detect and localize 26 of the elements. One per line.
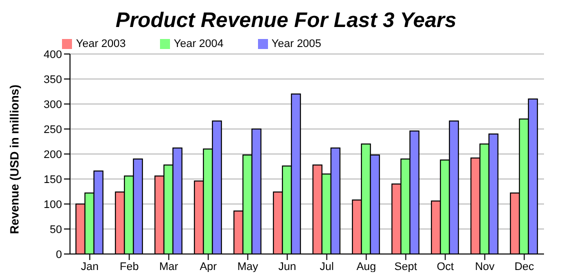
y-tick-label: 300 — [44, 98, 62, 111]
y-tick-label: 400 — [44, 48, 62, 61]
legend-label: Year 2004 — [174, 38, 224, 50]
x-tick-label: Nov — [474, 260, 496, 273]
chart-title: Product Revenue For Last 3 Years — [114, 8, 458, 34]
x-tick-label: Dec — [514, 260, 535, 273]
y-tick-label: 50 — [50, 224, 62, 236]
y-tick-label: 200 — [44, 148, 62, 161]
x-tick-label: Mar — [159, 260, 179, 273]
x-tick-label: Feb — [120, 260, 139, 273]
y-axis-title: Revenue (USD in millions) — [7, 84, 22, 234]
y-tick-label: 350 — [44, 74, 62, 86]
x-tick-label: Apr — [200, 260, 218, 273]
y-tick-label: 150 — [44, 174, 62, 186]
y-tick-label: 250 — [44, 124, 62, 136]
x-tick-label: Sept — [394, 260, 418, 273]
y-tick-label: 0 — [56, 248, 62, 261]
x-tick-label: Jun — [278, 260, 296, 273]
x-tick-label: Jan — [80, 260, 99, 273]
x-tick-label: Aug — [356, 260, 376, 273]
x-tick-label: May — [237, 260, 259, 273]
legend-label: Year 2005 — [272, 38, 322, 50]
x-tick-label: Oct — [436, 260, 454, 273]
x-tick-label: Jul — [320, 260, 334, 273]
legend-label: Year 2003 — [76, 38, 126, 50]
y-tick-label: 100 — [44, 198, 62, 211]
